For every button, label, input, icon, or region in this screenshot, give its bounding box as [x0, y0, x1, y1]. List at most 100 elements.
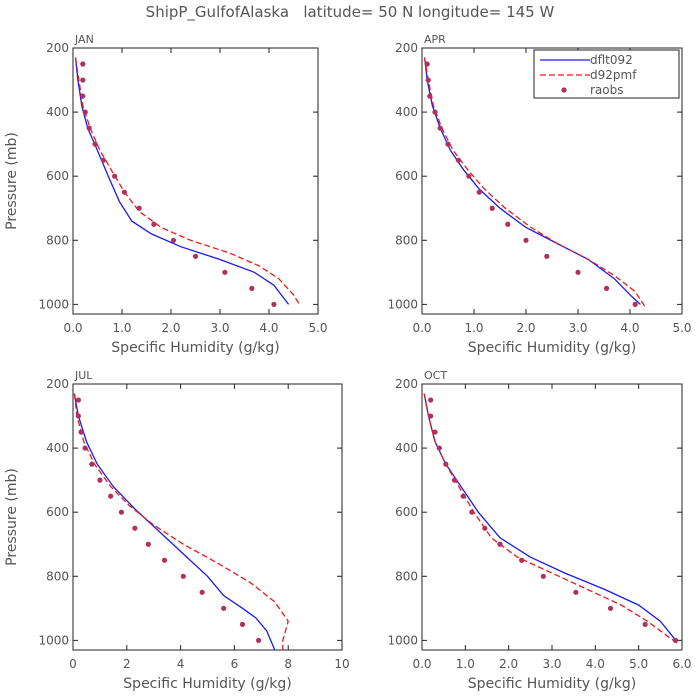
x-tick-label: 4.0: [620, 321, 639, 335]
panel-title: OCT: [424, 369, 447, 382]
raobs-point: [523, 237, 529, 243]
raobs-point: [75, 413, 81, 419]
chart-panels: 0.0 1.0 2.0 3.0 4.0 5.0 200 400 600 800 1000 JAN Spe…: [4, 33, 692, 692]
y-tick-label: 600: [46, 505, 69, 519]
y-tick-label: 800: [395, 233, 418, 247]
raobs-point: [112, 173, 118, 179]
raobs-point: [75, 397, 81, 403]
y-axis-label: Pressure (mb): [4, 132, 20, 230]
plot-frame: [421, 383, 683, 651]
raobs-point: [80, 77, 86, 83]
raobs-point: [89, 461, 95, 467]
raobs-point: [544, 253, 550, 259]
y-tick-label: 200: [46, 377, 69, 391]
raobs-point: [199, 589, 205, 595]
x-tick-label: 4.0: [586, 657, 605, 671]
raobs-point: [428, 397, 434, 403]
y-tick-label: 1000: [38, 297, 69, 311]
legend-box: [533, 49, 680, 99]
raobs-point: [118, 509, 125, 515]
x-tick-label: 10: [334, 657, 349, 671]
raobs-point: [476, 189, 482, 195]
y-tick-label: 800: [46, 233, 69, 247]
dflt092-line: [423, 57, 641, 305]
raobs-point: [505, 221, 511, 227]
x-tick-label: 0.0: [63, 321, 82, 335]
raobs-point: [82, 109, 88, 115]
raobs-point: [469, 509, 475, 515]
raobs-point: [436, 445, 442, 451]
y-tick-label: 400: [395, 105, 418, 119]
y-tick-label: 400: [46, 441, 69, 455]
raobs-point: [428, 413, 434, 419]
plot-area: [74, 57, 300, 307]
raobs-point: [424, 61, 430, 67]
y-tick-label: 1000: [38, 633, 69, 647]
y-tick-label: 1000: [387, 633, 418, 647]
x-axis-label: Specific Humidity (g/kg): [468, 676, 636, 692]
d92pmf-line: [423, 393, 679, 645]
raobs-point: [573, 589, 579, 595]
raobs-point: [271, 301, 277, 307]
x-tick-label: 1.0: [464, 321, 483, 335]
y-tick-label: 400: [395, 441, 418, 455]
x-tick-label: 1.0: [456, 657, 475, 671]
plot-frame: [421, 47, 683, 315]
x-tick-label: 6: [231, 657, 239, 671]
x-axis-label: Specific Humidity (g/kg): [468, 340, 636, 356]
plot-area: [423, 393, 679, 645]
raobs-point: [445, 141, 451, 147]
d92pmf-line: [423, 57, 647, 308]
raobs-point: [455, 157, 461, 163]
raobs-point: [170, 237, 177, 243]
x-tick-label: 5.0: [629, 657, 648, 671]
raobs-point: [466, 173, 472, 179]
raobs-point: [249, 285, 255, 291]
y-tick-label: 600: [395, 505, 418, 519]
dflt092-line: [74, 57, 290, 305]
raobs-point: [672, 637, 679, 643]
raobs-point: [427, 93, 433, 99]
raobs-point: [451, 477, 458, 483]
raobs-point: [540, 573, 546, 579]
raobs-point: [132, 525, 138, 531]
y-tick-label: 800: [395, 569, 418, 583]
chart-panel-jan: 0.0 1.0 2.0 3.0 4.0 5.0 200 400 600 800 1000 JAN Spe…: [4, 33, 328, 356]
plot-frame: [72, 47, 319, 315]
panel-title: JUL: [74, 369, 93, 382]
plot-area: [73, 393, 289, 650]
legend-label-raobs: raobs: [590, 83, 624, 97]
raobs-point: [497, 541, 503, 547]
raobs-point: [78, 429, 84, 435]
chart-panel-oct: 0.0 1.0 2.0 3.0 4.0 5.0 6.0 200 400 600 800 1000 OCT…: [387, 369, 691, 692]
plot-frame: [72, 383, 343, 651]
x-tick-label: 2.0: [161, 321, 180, 335]
raobs-point: [180, 573, 186, 579]
x-tick-label: 0.0: [412, 321, 431, 335]
y-tick-label: 400: [46, 105, 69, 119]
raobs-point: [92, 141, 98, 147]
x-axis-label: Specific Humidity (g/kg): [111, 340, 279, 356]
x-tick-label: 2.0: [499, 657, 518, 671]
raobs-point: [575, 269, 581, 275]
y-axis-label: Pressure (mb): [4, 468, 20, 566]
x-tick-label: 4: [177, 657, 185, 671]
raobs-point: [136, 205, 142, 211]
raobs-point: [642, 621, 648, 627]
x-tick-label: 3.0: [568, 321, 587, 335]
panel-title: JAN: [74, 33, 94, 46]
x-axis-label: Specific Humidity (g/kg): [123, 676, 291, 692]
raobs-point: [425, 77, 431, 83]
raobs-point: [222, 269, 228, 275]
raobs-point: [432, 429, 438, 435]
raobs-point: [432, 109, 438, 115]
d92pmf-line: [73, 393, 289, 650]
y-tick-label: 600: [46, 169, 69, 183]
raobs-point: [80, 61, 86, 67]
x-tick-label: 5.0: [672, 321, 691, 335]
raobs-point: [482, 525, 488, 531]
raobs-point: [151, 221, 157, 227]
x-tick-label: 6.0: [672, 657, 691, 671]
raobs-point: [256, 637, 262, 643]
